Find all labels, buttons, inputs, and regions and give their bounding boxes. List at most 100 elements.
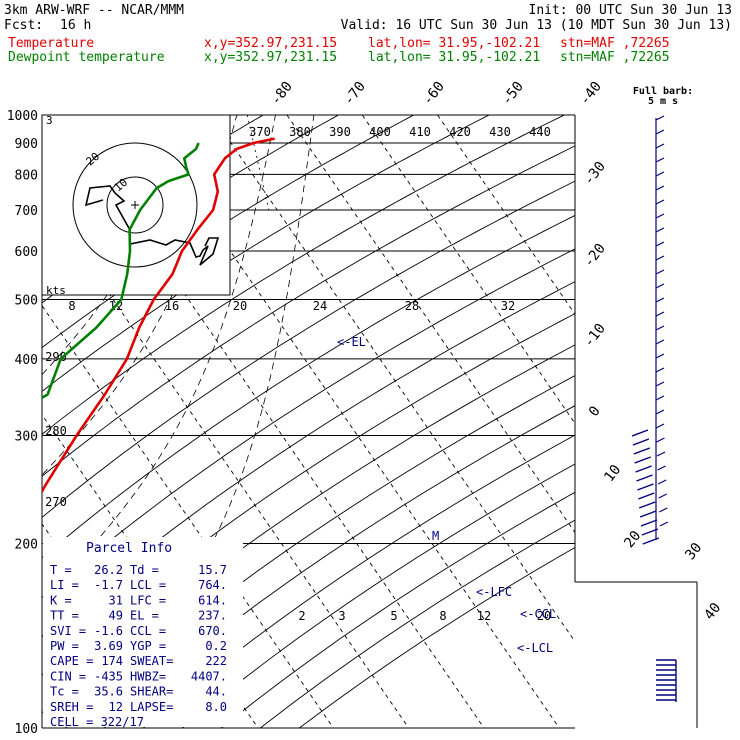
parcel-field-value: 8.0 [205,700,227,714]
isotherm-line [211,115,575,643]
pressure-tick-label: 400 [15,353,38,368]
parcel-field-value: -435 [94,669,123,683]
theta-label: 410 [409,125,431,139]
dry-adiabat [182,463,575,728]
theta-label: 400 [369,125,391,139]
isotherm-line [436,115,575,316]
isotherm-line [361,115,575,425]
dry-adiabat [64,375,575,728]
theta-label: 440 [529,125,551,139]
temperature-xy: x,y=352.97,231.15 [204,36,338,51]
pressure-tick-label: 200 [15,537,38,552]
hodograph-ring-20 [72,142,198,268]
level-marker: M [432,529,439,543]
valid-time: Valid: 16 UTC Sun 30 Jun 13 (10 MDT Sun … [340,18,732,33]
model-title: 3km ARW-WRF -- NCAR/MMM [4,3,185,18]
init-time: Init: 00 UTC Sun 30 Jun 13 [528,3,733,18]
parcel-info-box [43,537,243,727]
hodograph-speed-label: 28 [405,299,419,313]
el-marker: <-EL [337,335,366,349]
isotherm-label: 10 [601,462,624,485]
dewpoint-xy: x,y=352.97,231.15 [204,50,338,65]
mixing-ratio-label: 20 [537,609,551,623]
mixing-ratio-line [246,115,270,211]
parcel-field-label: CIN = [50,669,86,683]
isotherm-label: 0 [586,403,604,419]
hodograph-kts-label: kts [46,284,66,297]
parcel-info-title: Parcel Info [86,541,172,556]
moist-adiabat [211,115,315,544]
isotherm-line [286,115,575,534]
theta-e-label: 280 [45,424,67,438]
theta-label: 420 [449,125,471,139]
hodograph-trace [84,185,220,266]
isotherm-label: 20 [621,528,644,551]
parcel-field-value: -1.6 [94,624,123,638]
lfc-marker: <-LFC [476,585,512,599]
parcel-field-label: T = [50,563,72,577]
parcel-field-label: SWEAT= [130,654,173,668]
wind-barbs-mid [631,429,660,545]
parcel-field-value: 764. [198,578,227,592]
dry-adiabat [260,519,575,728]
mixing-ratio-label: 5 [390,609,397,623]
dewpoint-stn: stn=MAF ,72265 [560,50,670,65]
isotherm-label: -20 [581,241,609,271]
dry-adiabat [42,281,575,638]
dry-adiabat [143,434,575,728]
parcel-field-value: 670. [198,624,227,638]
dry-adiabat [42,214,575,559]
wind-barbs-upper [655,115,669,540]
pressure-tick-label: 700 [15,204,38,219]
parcel-field-label: LFC = [130,593,166,607]
mixing-ratio-line [0,115,28,210]
dry-adiabat [42,180,575,519]
parcel-field-value: 4407. [191,669,227,683]
hodograph-speed-label: 20 [233,299,247,313]
theta-label: 430 [489,125,511,139]
isotherm-label: -10 [581,321,609,351]
dry-adiabat [42,145,575,477]
mixing-ratio-label: 2 [298,609,305,623]
parcel-field-value: 222 [205,654,227,668]
hodograph-speed-label: 32 [501,299,515,313]
parcel-field-label: YGP = [130,639,166,653]
mixing-ratio-label: 3 [338,609,345,623]
pressure-tick-label: 300 [15,430,38,445]
full-barb-label: Full barb: [633,86,693,97]
hodograph-ring-10 [106,176,164,234]
temperature-legend: Temperature [8,36,95,51]
hodograph-origin [131,201,139,209]
hodograph-speed-label: 8 [68,299,75,313]
isotherm-line [0,102,42,740]
theta-label: 380 [289,125,311,139]
parcel-field-label: LCL = [130,578,166,592]
pressure-tick-label: 800 [15,168,38,183]
isotherm-label: -50 [499,79,527,109]
cell-motion: CELL = 322/17 [50,715,144,729]
parcel-field-label: TT = [50,609,79,623]
parcel-field-value: 614. [198,593,227,607]
isotherm-label: -30 [581,159,609,189]
parcel-field-value: 31 [109,593,123,607]
parcel-field-label: Td = [130,563,159,577]
theta-label: 370 [249,125,271,139]
dry-adiabat [221,491,575,728]
dry-adiabat [299,546,575,728]
dry-adiabat [42,313,575,676]
full-barb-unit: 5 m s [648,96,678,107]
pressure-tick-label: 1000 [7,109,38,124]
isotherm-label: 40 [701,600,724,623]
parcel-field-label: PW = [50,639,79,653]
dry-adiabat [42,248,575,599]
parcel-field-value: 12 [109,700,123,714]
parcel-field-value: 35.6 [94,685,123,699]
fcst-value: 16 h [60,18,92,33]
parcel-field-label: EL = [130,609,159,623]
parcel-field-label: LI = [50,578,79,592]
parcel-field-value: 174 [101,654,123,668]
lcl-marker: <-LCL [517,641,553,655]
temperature-profile [42,137,275,494]
hodograph-ring-label: 3 [46,114,53,127]
